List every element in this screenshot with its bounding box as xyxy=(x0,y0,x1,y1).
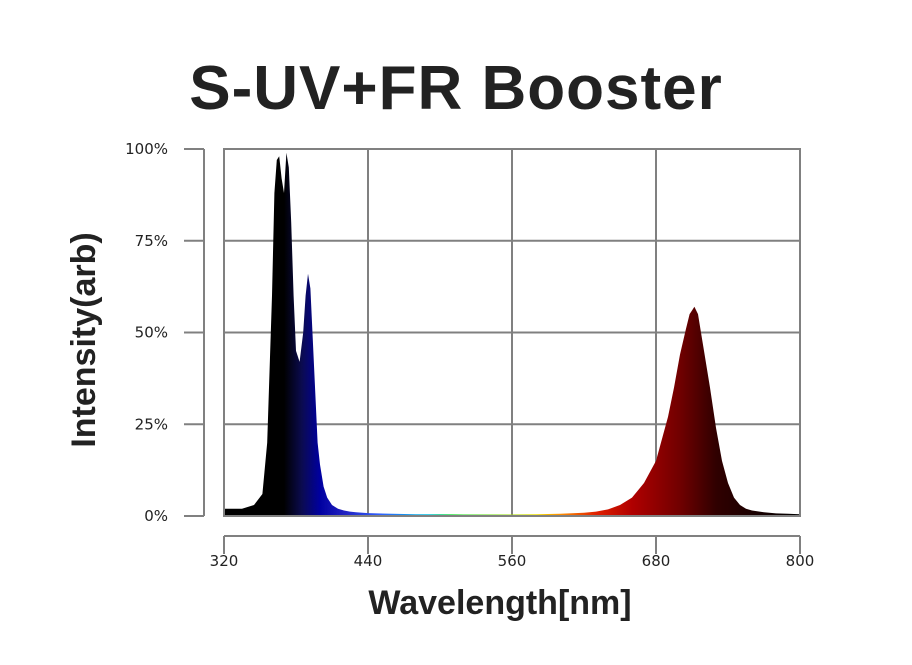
plot-frame xyxy=(223,148,801,517)
y-axis: 0% 25% 50% 75% 100% xyxy=(125,140,205,525)
y-tick-label-75: 75% xyxy=(135,232,168,250)
x-tick-label-800: 800 xyxy=(786,552,815,570)
x-tick-label-320: 320 xyxy=(210,552,239,570)
y-tick-label-0: 0% xyxy=(144,507,168,525)
x-tick-label-680: 680 xyxy=(642,552,671,570)
spectrum-area-group xyxy=(224,152,800,516)
x-tick-label-440: 440 xyxy=(354,552,383,570)
y-tick-label-100: 100% xyxy=(125,140,168,158)
x-axis-title: Wavelength[nm] xyxy=(368,584,631,622)
y-tick-label-50: 50% xyxy=(135,324,168,342)
chart-title: S-UV+FR Booster xyxy=(189,54,723,123)
y-tick-label-25: 25% xyxy=(135,415,168,433)
plot-border xyxy=(223,148,801,517)
x-tick-label-560: 560 xyxy=(498,552,527,570)
spectrum-area xyxy=(224,152,800,516)
y-axis-title: Intensity(arb) xyxy=(65,232,103,447)
x-axis: 320 440 560 680 800 xyxy=(210,535,815,570)
